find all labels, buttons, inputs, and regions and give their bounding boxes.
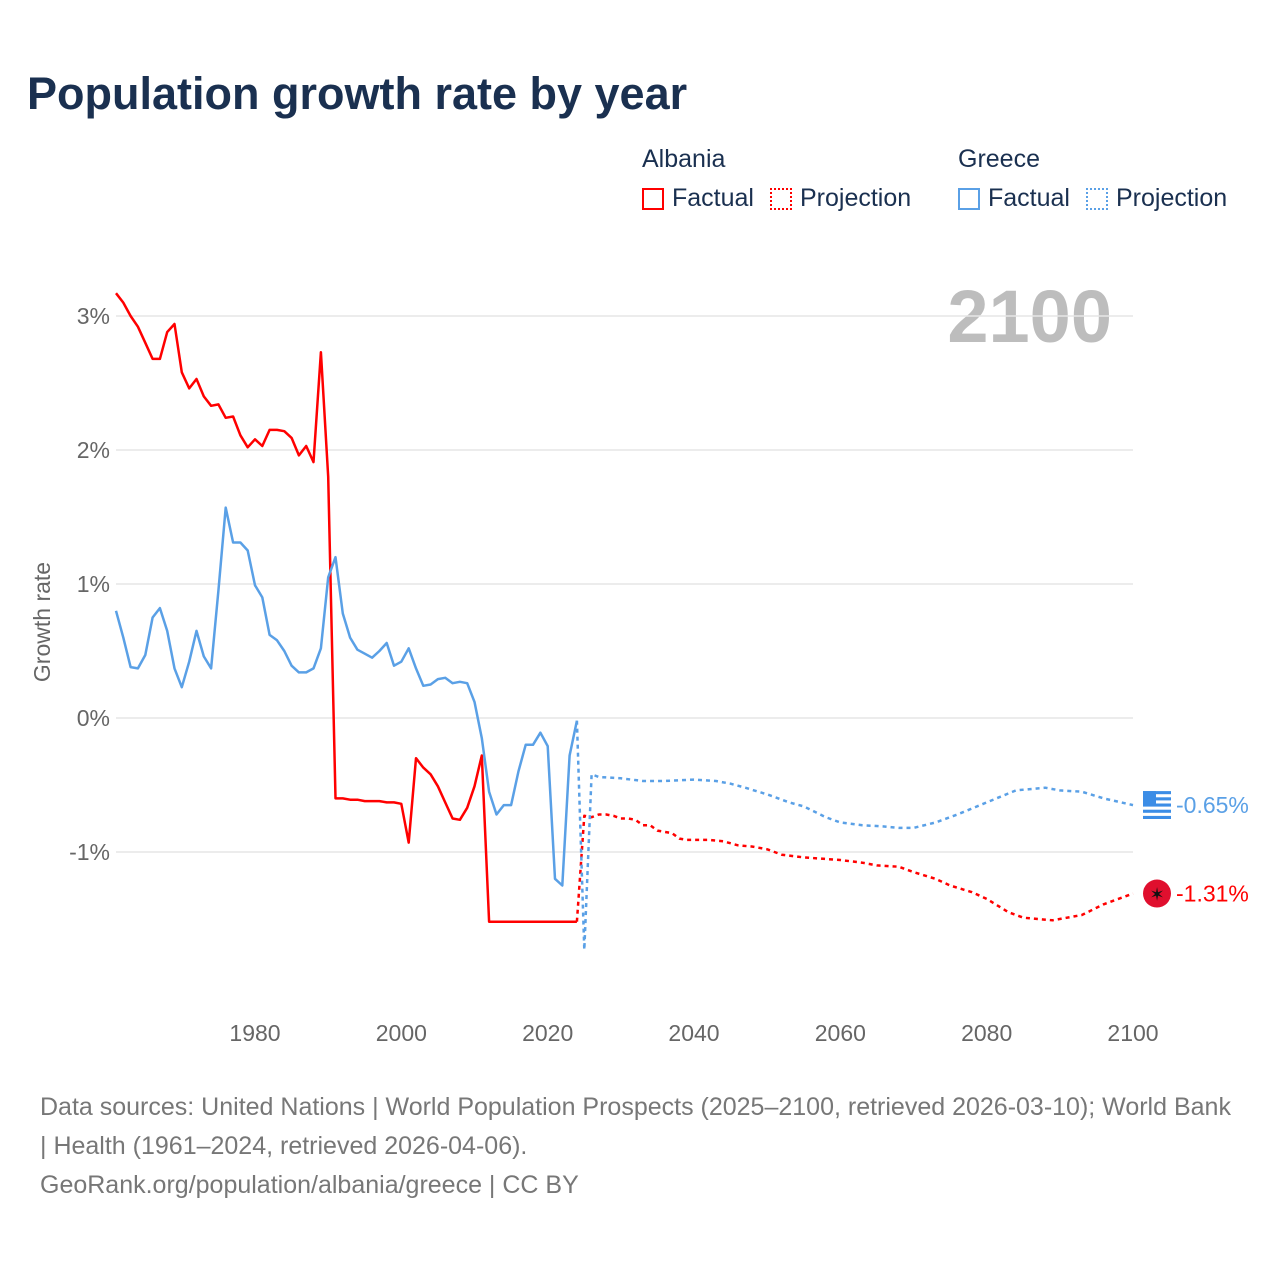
legend-group-greece: Greece Factual Projection — [958, 145, 1243, 213]
legend-group-title: Albania — [642, 145, 726, 173]
legend-swatch-dotted — [769, 187, 792, 210]
y-tick-label: 0% — [77, 705, 110, 731]
legend-group-title: Greece — [958, 145, 1040, 173]
x-tick-label: 1980 — [229, 1020, 280, 1046]
x-tick-label: 2100 — [1107, 1020, 1158, 1046]
end-value-label: -1.31% — [1176, 881, 1249, 907]
legend-group-albania: Albania Factual Projection — [642, 145, 927, 213]
x-tick-label: 2040 — [668, 1020, 719, 1046]
x-tick-label: 2020 — [522, 1020, 573, 1046]
x-tick-label: 2000 — [376, 1020, 427, 1046]
legend-item-albania-factual[interactable]: Factual — [642, 184, 754, 213]
data-sources: Data sources: United Nations | World Pop… — [40, 1093, 1231, 1160]
legend-label: Projection — [799, 184, 912, 212]
svg-text:✶: ✶ — [1149, 885, 1164, 905]
x-tick-label: 2080 — [961, 1020, 1012, 1046]
series-line-greece-projection — [575, 720, 1134, 952]
y-tick-label: 3% — [77, 303, 110, 329]
credit-link[interactable]: GeoRank.org/population/albania/greece | … — [40, 1171, 579, 1199]
legend-swatch-dotted — [1085, 187, 1108, 210]
series-line-albania-factual — [115, 292, 577, 923]
series-line-albania-projection — [575, 813, 1134, 922]
flag-icon-greece — [1143, 791, 1171, 820]
y-tick-label: 1% — [77, 571, 110, 597]
legend-label: Projection — [1115, 184, 1228, 212]
series-line-greece-factual — [114, 506, 579, 887]
end-value-label: -0.65% — [1176, 792, 1249, 818]
legend-label: Factual — [988, 184, 1070, 212]
chart-title: Population growth rate by year — [27, 68, 688, 119]
legend-swatch-solid — [642, 187, 664, 210]
legend-item-albania-projection[interactable]: Projection — [769, 184, 912, 213]
x-tick-label: 2060 — [815, 1020, 866, 1046]
legend-swatch-solid — [958, 187, 980, 210]
plot-area: 2100 Growth rate 3% 2% 1% 0% -1% 1980 2000 2020… — [29, 275, 1249, 1046]
y-tick-label: -1% — [69, 839, 110, 865]
footer: Data sources: United Nations | World Pop… — [40, 1088, 1240, 1205]
y-axis-label: Growth rate — [29, 562, 55, 682]
y-tick-label: 2% — [77, 437, 110, 463]
legend-item-greece-projection[interactable]: Projection — [1085, 184, 1228, 213]
flag-icon-albania: ✶ — [1143, 879, 1171, 908]
legend-label: Factual — [672, 184, 754, 212]
legend-item-greece-factual[interactable]: Factual — [958, 184, 1070, 213]
